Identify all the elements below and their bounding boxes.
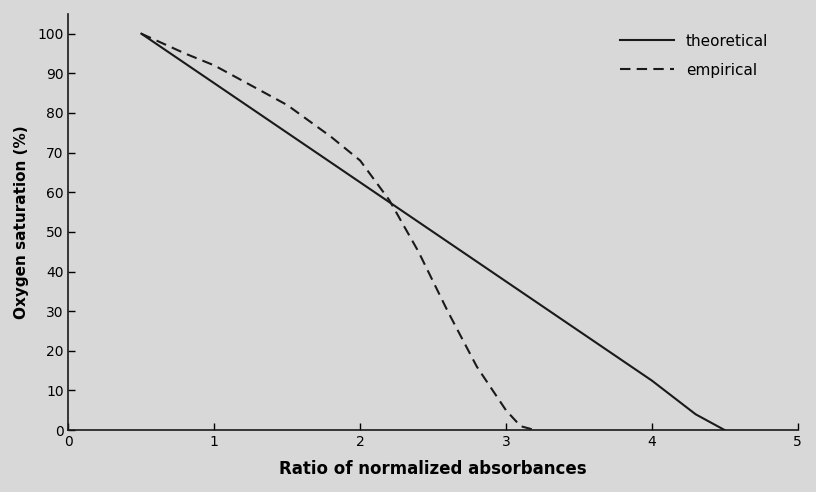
Legend: theoretical, empirical: theoretical, empirical [620,34,768,78]
Y-axis label: Oxygen saturation (%): Oxygen saturation (%) [14,125,29,319]
X-axis label: Ratio of normalized absorbances: Ratio of normalized absorbances [279,460,587,478]
